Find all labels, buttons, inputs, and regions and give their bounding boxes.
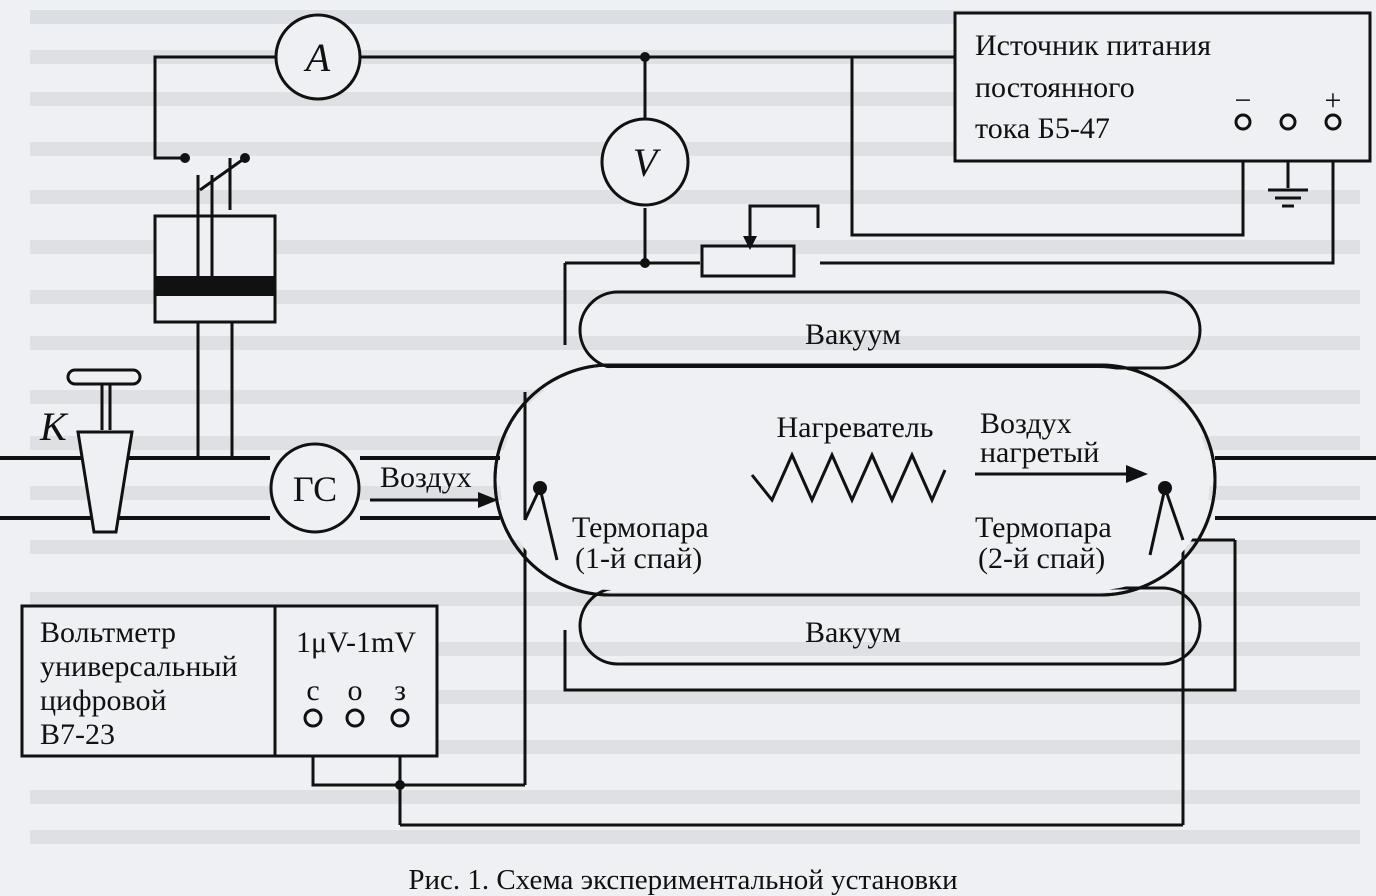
- vacuum-top-label: Вакуум: [805, 318, 901, 351]
- ground-icon: [1268, 188, 1308, 208]
- valve-label: K: [39, 404, 69, 449]
- digital-voltmeter-box: [20, 604, 439, 758]
- heater-label: Нагреватель: [777, 411, 934, 444]
- digital-voltmeter-title-4: В7-23: [40, 718, 115, 751]
- air-heated-arrowhead: [1126, 465, 1148, 483]
- power-supply-plus-label: +: [1325, 84, 1342, 117]
- valve-icon: [66, 368, 142, 534]
- switch: [199, 156, 246, 192]
- thermocouple-1: [523, 392, 559, 561]
- power-supply-ground-terminal: [1279, 113, 1297, 131]
- power-supply-minus-label: −: [1235, 84, 1252, 117]
- power-supply-box: [953, 11, 1372, 163]
- digital-voltmeter-title-1: Вольтметр: [40, 616, 176, 649]
- air-in-label: Воздух: [380, 461, 472, 494]
- air-heated-label-1: Воздух: [980, 407, 1072, 440]
- power-supply-title-1: Источник питания: [975, 29, 1211, 62]
- ammeter-circle: [274, 13, 362, 101]
- digital-voltmeter-terminal-o: [345, 708, 365, 728]
- rheostat-wiper-arrow: [743, 236, 757, 250]
- thermocouple2-label-2: (2-й спай): [978, 542, 1105, 575]
- digital-voltmeter-terminal-label-o: о: [348, 674, 363, 707]
- thermocouple1-label-1: Термопара: [572, 511, 709, 544]
- digital-voltmeter-terminal-label-z: з: [394, 674, 406, 707]
- ammeter-label: A: [303, 35, 331, 80]
- gas-meter-label: ГС: [293, 469, 337, 509]
- digital-voltmeter-title-2: универсальный: [40, 650, 238, 683]
- digital-voltmeter-terminal-z: [390, 708, 410, 728]
- vessel: [493, 290, 1217, 666]
- air-pipe: [0, 456, 1376, 520]
- power-supply-plus-terminal: [1324, 113, 1342, 131]
- digital-voltmeter-range: 1μV-1mV: [296, 626, 416, 659]
- power-supply-minus-terminal: [1234, 113, 1252, 131]
- thermocouple-2: [1148, 481, 1185, 556]
- air-in-arrowhead: [478, 492, 498, 508]
- digital-voltmeter-title-3: цифровой: [40, 684, 167, 717]
- thermocouple2-label-1: Термопара: [975, 511, 1112, 544]
- wiring: [153, 55, 1335, 827]
- digital-voltmeter-terminal-c: [303, 708, 323, 728]
- gas-meter-circle: [269, 442, 361, 534]
- vacuum-bottom-label: Вакуум: [805, 616, 901, 649]
- heater-coil: [750, 451, 947, 504]
- rheostat: [700, 244, 796, 278]
- piston-assembly: [153, 175, 277, 458]
- air-heated-label-2: нагретый: [980, 436, 1099, 469]
- power-supply-title-2: постоянного: [975, 71, 1135, 104]
- voltmeter-label: V: [633, 140, 662, 185]
- voltmeter-circle: [600, 117, 690, 207]
- thermocouple1-label-2: (1-й спай): [575, 542, 702, 575]
- digital-voltmeter-terminal-label-c: с: [306, 674, 319, 707]
- power-supply-title-3: тока Б5-47: [975, 112, 1110, 145]
- figure-caption: Рис. 1. Схема экспериментальной установк…: [408, 864, 957, 896]
